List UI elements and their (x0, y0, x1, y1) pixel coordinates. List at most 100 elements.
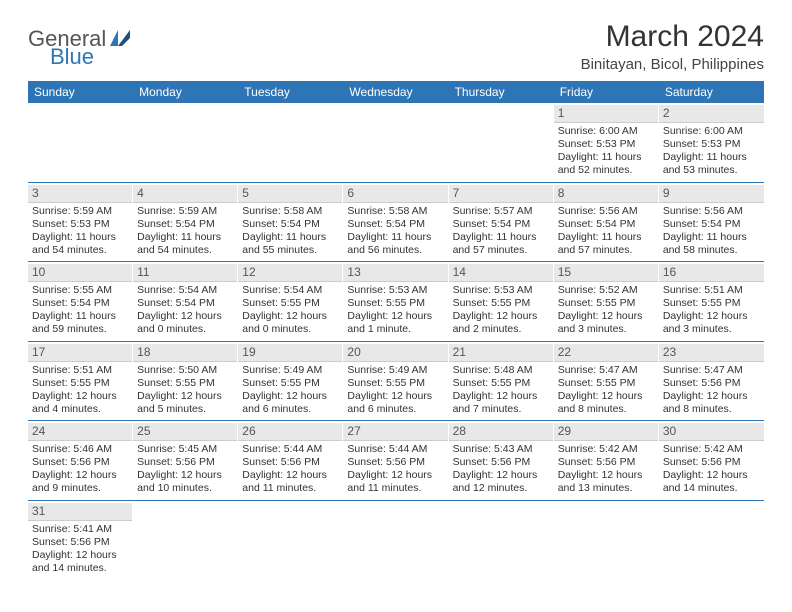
date-number: 3 (28, 185, 132, 203)
daylight-text: Daylight: 12 hours and 0 minutes. (137, 310, 233, 336)
day-header-tue: Tuesday (238, 81, 343, 103)
daylight-text: Daylight: 12 hours and 8 minutes. (663, 390, 760, 416)
sunrise-text: Sunrise: 5:55 AM (32, 284, 128, 297)
sunset-text: Sunset: 5:56 PM (32, 536, 128, 549)
day-header-fri: Friday (554, 81, 659, 103)
calendar-cell (28, 103, 133, 182)
sunset-text: Sunset: 5:55 PM (558, 297, 654, 310)
sunrise-text: Sunrise: 5:58 AM (242, 205, 338, 218)
daylight-text: Daylight: 12 hours and 3 minutes. (558, 310, 654, 336)
calendar-cell (238, 103, 343, 182)
daylight-text: Daylight: 12 hours and 13 minutes. (558, 469, 654, 495)
calendar-cell: 10Sunrise: 5:55 AMSunset: 5:54 PMDayligh… (28, 262, 133, 341)
sunset-text: Sunset: 5:54 PM (32, 297, 128, 310)
sunset-text: Sunset: 5:56 PM (137, 456, 233, 469)
calendar-cell (238, 501, 343, 580)
calendar-cell: 6Sunrise: 5:58 AMSunset: 5:54 PMDaylight… (343, 183, 448, 262)
date-number: 6 (343, 185, 447, 203)
calendar-cell (449, 501, 554, 580)
sunrise-text: Sunrise: 5:50 AM (137, 364, 233, 377)
sunset-text: Sunset: 5:56 PM (663, 456, 760, 469)
calendar-cell: 25Sunrise: 5:45 AMSunset: 5:56 PMDayligh… (133, 421, 238, 500)
daylight-text: Daylight: 12 hours and 11 minutes. (242, 469, 338, 495)
sunrise-text: Sunrise: 6:00 AM (558, 125, 654, 138)
sunrise-text: Sunrise: 5:47 AM (558, 364, 654, 377)
calendar-cell: 16Sunrise: 5:51 AMSunset: 5:55 PMDayligh… (659, 262, 764, 341)
daylight-text: Daylight: 12 hours and 7 minutes. (453, 390, 549, 416)
sunset-text: Sunset: 5:54 PM (242, 218, 338, 231)
header: General March 2024 Binitayan, Bicol, Phi… (28, 20, 764, 73)
date-number: 15 (554, 264, 658, 282)
sunrise-text: Sunrise: 5:48 AM (453, 364, 549, 377)
date-number: 25 (133, 423, 237, 441)
calendar-cell: 2Sunrise: 6:00 AMSunset: 5:53 PMDaylight… (659, 103, 764, 182)
date-number: 24 (28, 423, 132, 441)
calendar-cell (343, 501, 448, 580)
daylight-text: Daylight: 12 hours and 2 minutes. (453, 310, 549, 336)
sunrise-text: Sunrise: 5:44 AM (242, 443, 338, 456)
sunrise-text: Sunrise: 5:53 AM (453, 284, 549, 297)
sunrise-text: Sunrise: 5:53 AM (347, 284, 443, 297)
date-number: 21 (449, 344, 553, 362)
calendar-cell (343, 103, 448, 182)
calendar-cell: 28Sunrise: 5:43 AMSunset: 5:56 PMDayligh… (449, 421, 554, 500)
week-row: 10Sunrise: 5:55 AMSunset: 5:54 PMDayligh… (28, 262, 764, 342)
daylight-text: Daylight: 11 hours and 57 minutes. (558, 231, 654, 257)
sunrise-text: Sunrise: 5:57 AM (453, 205, 549, 218)
calendar-cell: 30Sunrise: 5:42 AMSunset: 5:56 PMDayligh… (659, 421, 764, 500)
calendar-cell: 11Sunrise: 5:54 AMSunset: 5:54 PMDayligh… (133, 262, 238, 341)
date-number: 19 (238, 344, 342, 362)
week-row: 24Sunrise: 5:46 AMSunset: 5:56 PMDayligh… (28, 421, 764, 501)
daylight-text: Daylight: 12 hours and 14 minutes. (32, 549, 128, 575)
title-block: March 2024 Binitayan, Bicol, Philippines (581, 20, 764, 73)
daylight-text: Daylight: 12 hours and 6 minutes. (347, 390, 443, 416)
calendar-cell: 1Sunrise: 6:00 AMSunset: 5:53 PMDaylight… (554, 103, 659, 182)
calendar-cell: 17 Sunrise: 5:51 AMSunset: 5:55 PMDayligh… (28, 342, 133, 421)
daylight-text: Daylight: 12 hours and 1 minute. (347, 310, 443, 336)
calendar-cell: 24Sunrise: 5:46 AMSunset: 5:56 PMDayligh… (28, 421, 133, 500)
date-number: 12 (238, 264, 342, 282)
daylight-text: Daylight: 12 hours and 12 minutes. (453, 469, 549, 495)
daylight-text: Daylight: 12 hours and 8 minutes. (558, 390, 654, 416)
sunset-text: Sunset: 5:54 PM (663, 218, 760, 231)
daylight-text: Daylight: 11 hours and 54 minutes. (32, 231, 128, 257)
daylight-text: Daylight: 12 hours and 4 minutes. (32, 390, 128, 416)
sunset-text: Sunset: 5:55 PM (347, 377, 443, 390)
date-number: 27 (343, 423, 447, 441)
calendar-cell (133, 501, 238, 580)
sunrise-text: Sunrise: 6:00 AM (663, 125, 760, 138)
day-header-wed: Wednesday (343, 81, 448, 103)
logo-text-blue: Blue (50, 44, 94, 70)
sunrise-text: Sunrise: 5:49 AM (242, 364, 338, 377)
daylight-text: Daylight: 11 hours and 53 minutes. (663, 151, 760, 177)
sunset-text: Sunset: 5:55 PM (558, 377, 654, 390)
calendar-cell: 23Sunrise: 5:47 AMSunset: 5:56 PMDayligh… (659, 342, 764, 421)
week-row: 1Sunrise: 6:00 AMSunset: 5:53 PMDaylight… (28, 103, 764, 183)
date-number: 26 (238, 423, 342, 441)
sunrise-text: Sunrise: 5:46 AM (32, 443, 128, 456)
sunrise-text: Sunrise: 5:51 AM (32, 364, 128, 377)
sunset-text: Sunset: 5:56 PM (663, 377, 760, 390)
date-number: 28 (449, 423, 553, 441)
sunrise-text: Sunrise: 5:52 AM (558, 284, 654, 297)
day-header-sun: Sunday (28, 81, 133, 103)
calendar-cell: 13Sunrise: 5:53 AMSunset: 5:55 PMDayligh… (343, 262, 448, 341)
date-number: 14 (449, 264, 553, 282)
calendar-cell (554, 501, 659, 580)
date-number: 18 (133, 344, 237, 362)
calendar-cell: 15 Sunrise: 5:52 AMSunset: 5:55 PMDayligh… (554, 262, 659, 341)
calendar-cell: 8Sunrise: 5:56 AMSunset: 5:54 PMDaylight… (554, 183, 659, 262)
sunset-text: Sunset: 5:53 PM (663, 138, 760, 151)
sunset-text: Sunset: 5:55 PM (32, 377, 128, 390)
date-number: 17 (28, 344, 132, 362)
sunset-text: Sunset: 5:56 PM (32, 456, 128, 469)
sunrise-text: Sunrise: 5:49 AM (347, 364, 443, 377)
calendar: Sunday Monday Tuesday Wednesday Thursday… (28, 81, 764, 579)
day-header-thu: Thursday (449, 81, 554, 103)
sunrise-text: Sunrise: 5:59 AM (32, 205, 128, 218)
daylight-text: Daylight: 12 hours and 6 minutes. (242, 390, 338, 416)
date-number: 8 (554, 185, 658, 203)
daylight-text: Daylight: 12 hours and 3 minutes. (663, 310, 760, 336)
calendar-cell: 7Sunrise: 5:57 AMSunset: 5:54 PMDaylight… (449, 183, 554, 262)
date-number: 11 (133, 264, 237, 282)
